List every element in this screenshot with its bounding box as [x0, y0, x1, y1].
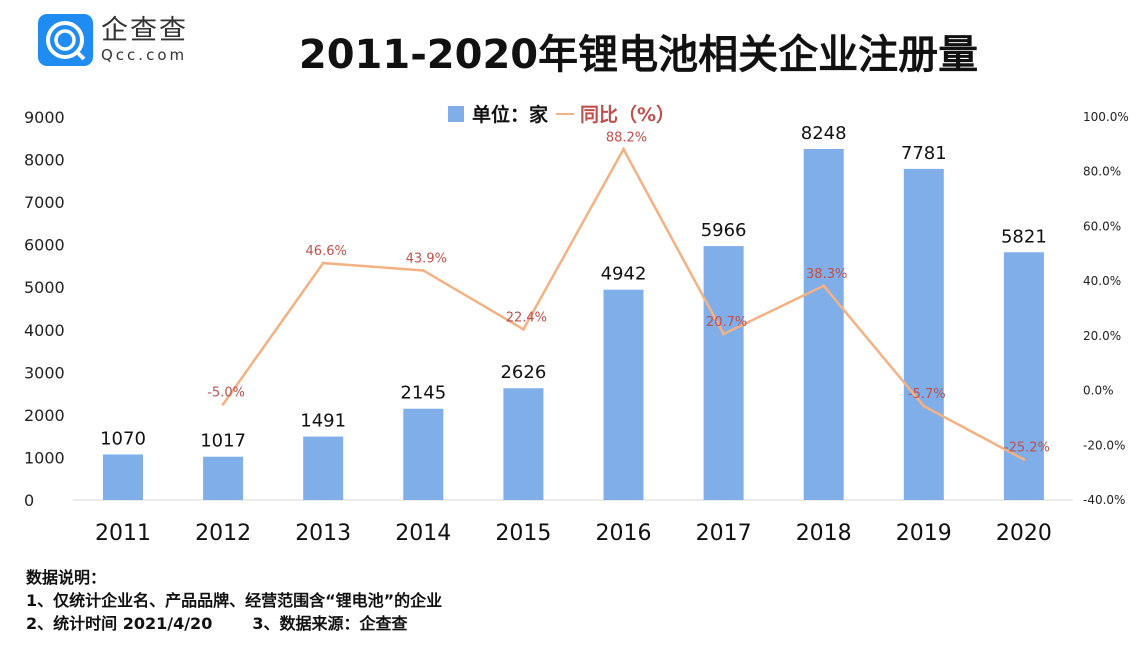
yoy-point	[521, 327, 525, 331]
left-tick-label: 0	[24, 491, 34, 510]
yoy-label: 38.3%	[806, 267, 847, 282]
left-tick-label: 7000	[24, 193, 65, 212]
x-tick-label: 2019	[896, 521, 952, 546]
yoy-point	[822, 284, 826, 288]
yoy-point	[722, 332, 726, 336]
yoy-label: 46.6%	[306, 244, 347, 259]
bar-value-label: 1491	[300, 411, 346, 432]
bar-value-label: 8248	[801, 123, 847, 144]
x-tick-label: 2015	[495, 521, 551, 546]
bar-2019	[903, 168, 944, 500]
bar-value-label: 5821	[1001, 226, 1047, 247]
logo-en: Qcc.com	[101, 46, 188, 64]
legend-line-label: 同比（%）	[580, 104, 676, 126]
bar-2012	[203, 456, 244, 500]
legend: 单位：家 同比（%）	[448, 100, 675, 127]
x-tick-label: 2013	[295, 521, 351, 546]
yoy-point	[922, 404, 926, 408]
left-tick-label: 5000	[24, 278, 65, 297]
bar-value-label: 2626	[500, 362, 546, 383]
x-tick-label: 2018	[796, 521, 852, 546]
right-tick-label: 20.0%	[1083, 329, 1121, 343]
bar-2020	[1003, 252, 1044, 500]
right-tick-label: -20.0%	[1083, 438, 1125, 452]
right-tick-label: 80.0%	[1083, 165, 1121, 179]
left-tick-label: 1000	[24, 448, 65, 467]
yoy-point	[321, 261, 325, 265]
yoy-point	[1022, 458, 1026, 462]
left-tick-label: 6000	[24, 236, 65, 255]
x-tick-label: 2020	[996, 521, 1052, 546]
logo-cn: 企查查	[101, 15, 188, 46]
left-tick-label: 4000	[24, 321, 65, 340]
notes-line2b: 3、数据来源：企查查	[252, 614, 408, 633]
bar-value-label: 7781	[901, 143, 947, 164]
bar-value-label: 1017	[200, 431, 246, 452]
bar-value-label: 1070	[100, 428, 146, 449]
right-tick-label: 100.0%	[1083, 110, 1129, 124]
left-tick-label: 9000	[24, 108, 65, 127]
left-tick-label: 3000	[24, 363, 65, 382]
bar-2014	[403, 408, 444, 500]
x-tick-label: 2014	[395, 521, 451, 546]
data-notes: 数据说明： 1、仅统计企业名、产品品牌、经营范围含“锂电池”的企业 2、统计时间…	[26, 566, 442, 635]
yoy-point	[221, 402, 225, 406]
qcc-logo: 企查查 Qcc.com	[38, 14, 188, 66]
bar-2016	[603, 289, 644, 500]
left-tick-label: 2000	[24, 406, 65, 425]
x-tick-label: 2016	[596, 521, 652, 546]
right-tick-label: 0.0%	[1083, 384, 1114, 398]
x-tick-label: 2011	[95, 521, 151, 546]
notes-heading: 数据说明：	[26, 568, 107, 587]
logo-q-icon	[38, 14, 93, 66]
legend-line-swatch	[556, 112, 575, 115]
bar-value-label: 4942	[601, 264, 647, 285]
x-tick-label: 2017	[696, 521, 752, 546]
yoy-point	[622, 147, 625, 151]
yoy-label: 43.9%	[406, 251, 447, 266]
bar-2018	[803, 149, 844, 501]
yoy-label: 20.7%	[706, 315, 747, 330]
legend-bar-swatch	[448, 105, 464, 122]
bar-2015	[503, 388, 544, 500]
bar-2011	[103, 454, 143, 500]
x-tick-label: 2012	[195, 521, 251, 546]
bar-value-label: 5966	[701, 220, 747, 241]
legend-bar-label: 单位：家	[472, 104, 549, 126]
bar-2017	[703, 246, 744, 500]
yoy-label: -5.7%	[908, 387, 946, 402]
yoy-label: 88.2%	[606, 130, 647, 145]
right-tick-label: 60.0%	[1083, 219, 1121, 233]
yoy-label: 22.4%	[506, 310, 547, 325]
notes-line1: 1、仅统计企业名、产品品牌、经营范围含“锂电池”的企业	[26, 591, 443, 610]
left-tick-label: 8000	[24, 151, 65, 170]
right-tick-label: -40.0%	[1083, 493, 1125, 507]
bar-2013	[303, 436, 344, 500]
yoy-point	[421, 268, 425, 272]
yoy-label: -5.0%	[207, 385, 245, 400]
notes-line2a: 2、统计时间 2021/4/20	[26, 614, 213, 633]
right-tick-label: 40.0%	[1083, 274, 1121, 288]
yoy-label: -25.2%	[1004, 441, 1050, 456]
bar-value-label: 2145	[400, 383, 446, 404]
chart-title: 2011-2020年锂电池相关企业注册量	[298, 32, 979, 78]
